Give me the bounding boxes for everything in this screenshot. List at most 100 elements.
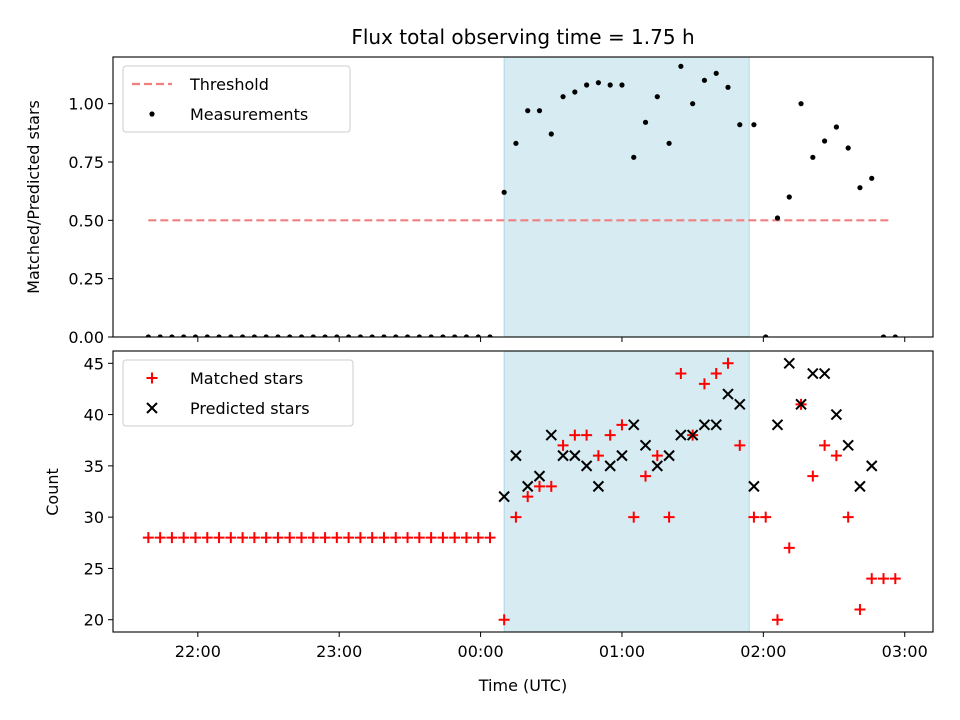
- top-measurements-point: [169, 334, 175, 337]
- top-measurements-point: [713, 70, 719, 76]
- top-measurements-point: [763, 334, 769, 337]
- top-measurements-point: [584, 82, 590, 88]
- top-y-tick-label: 0.00: [68, 328, 104, 347]
- bottom-matched-stars-point: [260, 532, 272, 544]
- bottom-y-tick-label: 25: [84, 559, 104, 578]
- top-measurements-point: [654, 94, 660, 100]
- legend-measurements-label: Measurements: [190, 105, 308, 124]
- top-shaded-region: [503, 57, 750, 337]
- top-measurements-point: [572, 89, 578, 95]
- bottom-matched-stars-point: [854, 603, 866, 615]
- top-measurements-point: [404, 334, 411, 337]
- bottom-matched-stars-point: [771, 614, 783, 626]
- top-legend: Threshold Measurements: [122, 65, 351, 133]
- top-measurements-point: [263, 334, 269, 337]
- bottom-matched-stars-point: [663, 511, 675, 523]
- legend-predicted-stars-swatch: [146, 402, 158, 414]
- bottom-matched-stars-point: [604, 429, 616, 441]
- bottom-matched-stars-point: [522, 491, 534, 503]
- bottom-matched-stars-point: [142, 532, 154, 544]
- bottom-predicted-stars-point: [818, 367, 831, 380]
- top-measurements-point: [275, 334, 281, 337]
- bottom-matched-stars-point: [248, 532, 260, 544]
- legend-threshold-label: Threshold: [189, 75, 269, 94]
- bottom-matched-stars-point: [213, 532, 225, 544]
- bottom-matched-stars-point: [366, 532, 378, 544]
- bottom-matched-stars-point: [533, 480, 545, 492]
- bottom-plot-area: [142, 351, 901, 632]
- top-measurements-point: [631, 154, 637, 160]
- bottom-predicted-stars-point: [604, 460, 616, 472]
- bottom-predicted-stars-point: [854, 480, 866, 493]
- bottom-matched-stars-point: [889, 573, 901, 585]
- x-axis-label: Time (UTC): [478, 676, 567, 695]
- bottom-matched-stars-point: [484, 532, 496, 544]
- bottom-y-tick-label: 20: [84, 611, 104, 630]
- top-y-tick-label: 1.00: [68, 95, 104, 114]
- bottom-predicted-stars-point: [522, 480, 534, 493]
- top-measurements-point: [393, 334, 399, 337]
- bottom-matched-stars-point: [460, 532, 472, 544]
- bottom-matched-stars-point: [842, 511, 854, 523]
- bottom-legend: Matched stars Predicted stars: [122, 359, 354, 427]
- bottom-predicted-stars-point: [698, 419, 711, 431]
- bottom-matched-stars-point: [237, 532, 249, 544]
- bottom-matched-stars-point: [628, 511, 640, 523]
- bottom-matched-stars-point: [640, 470, 652, 482]
- top-measurements-point: [642, 119, 649, 125]
- bottom-matched-stars-point: [225, 532, 237, 544]
- bottom-predicted-stars-point: [734, 398, 746, 411]
- bottom-predicted-stars-point: [651, 460, 664, 472]
- top-y-tick-label: 0.50: [68, 211, 104, 230]
- bottom-y-axis-label: Count: [43, 468, 62, 516]
- top-measurements-point: [678, 63, 684, 69]
- bottom-matched-stars-point: [592, 450, 604, 462]
- top-measurements-point: [548, 131, 554, 137]
- legend-matched-stars-swatch: [146, 372, 158, 384]
- bottom-predicted-stars-point: [675, 429, 687, 441]
- bottom-matched-stars-point: [675, 368, 687, 380]
- top-measurements-point: [452, 334, 458, 337]
- top-measurements-point: [487, 334, 493, 337]
- bottom-x-tick-label: 22:00: [175, 642, 221, 661]
- top-measurements-point: [833, 124, 839, 130]
- bottom-predicted-stars-point: [663, 449, 675, 462]
- bottom-matched-stars-point: [866, 573, 878, 585]
- top-plot-area: [145, 57, 898, 337]
- legend-matched-stars-label: Matched stars: [190, 369, 303, 388]
- top-measurements-point: [619, 82, 625, 88]
- bottom-y-tick-label: 35: [84, 457, 104, 476]
- bottom-predicted-stars-point: [616, 449, 628, 462]
- top-measurements-point: [145, 334, 151, 337]
- bottom-matched-stars-point: [319, 532, 331, 544]
- top-measurements-point: [346, 334, 352, 337]
- top-measurements-point: [774, 215, 781, 221]
- bottom-matched-stars-point: [710, 368, 722, 380]
- bottom-matched-stars-point: [830, 450, 842, 462]
- bottom-matched-stars-point: [557, 439, 569, 451]
- bottom-x-tick-label: 23:00: [316, 642, 362, 661]
- top-measurements-point: [239, 334, 246, 337]
- top-measurements-point: [501, 189, 507, 195]
- bottom-matched-stars-point: [472, 532, 484, 544]
- bottom-matched-stars-point: [189, 532, 201, 544]
- bottom-predicted-stars-point: [807, 367, 819, 380]
- bottom-matched-stars-point: [166, 532, 178, 544]
- bottom-matched-stars-point: [807, 470, 819, 482]
- top-legend-box: [122, 65, 351, 133]
- bottom-matched-stars-point: [449, 532, 461, 544]
- top-measurements-point: [416, 334, 422, 337]
- bottom-matched-stars-point: [402, 532, 414, 544]
- top-measurements-point: [595, 80, 602, 86]
- bottom-predicted-stars-point: [498, 490, 510, 503]
- bottom-matched-stars-point: [425, 532, 437, 544]
- top-measurements-point: [310, 334, 316, 337]
- top-measurements-point: [381, 334, 387, 337]
- bottom-predicted-stars-point: [628, 419, 640, 431]
- bottom-y-tick-label: 40: [84, 406, 104, 425]
- top-measurements-point: [536, 108, 543, 114]
- top-measurements-point: [737, 122, 743, 128]
- bottom-matched-stars-point: [581, 429, 593, 441]
- bottom-predicted-stars-point: [510, 449, 522, 462]
